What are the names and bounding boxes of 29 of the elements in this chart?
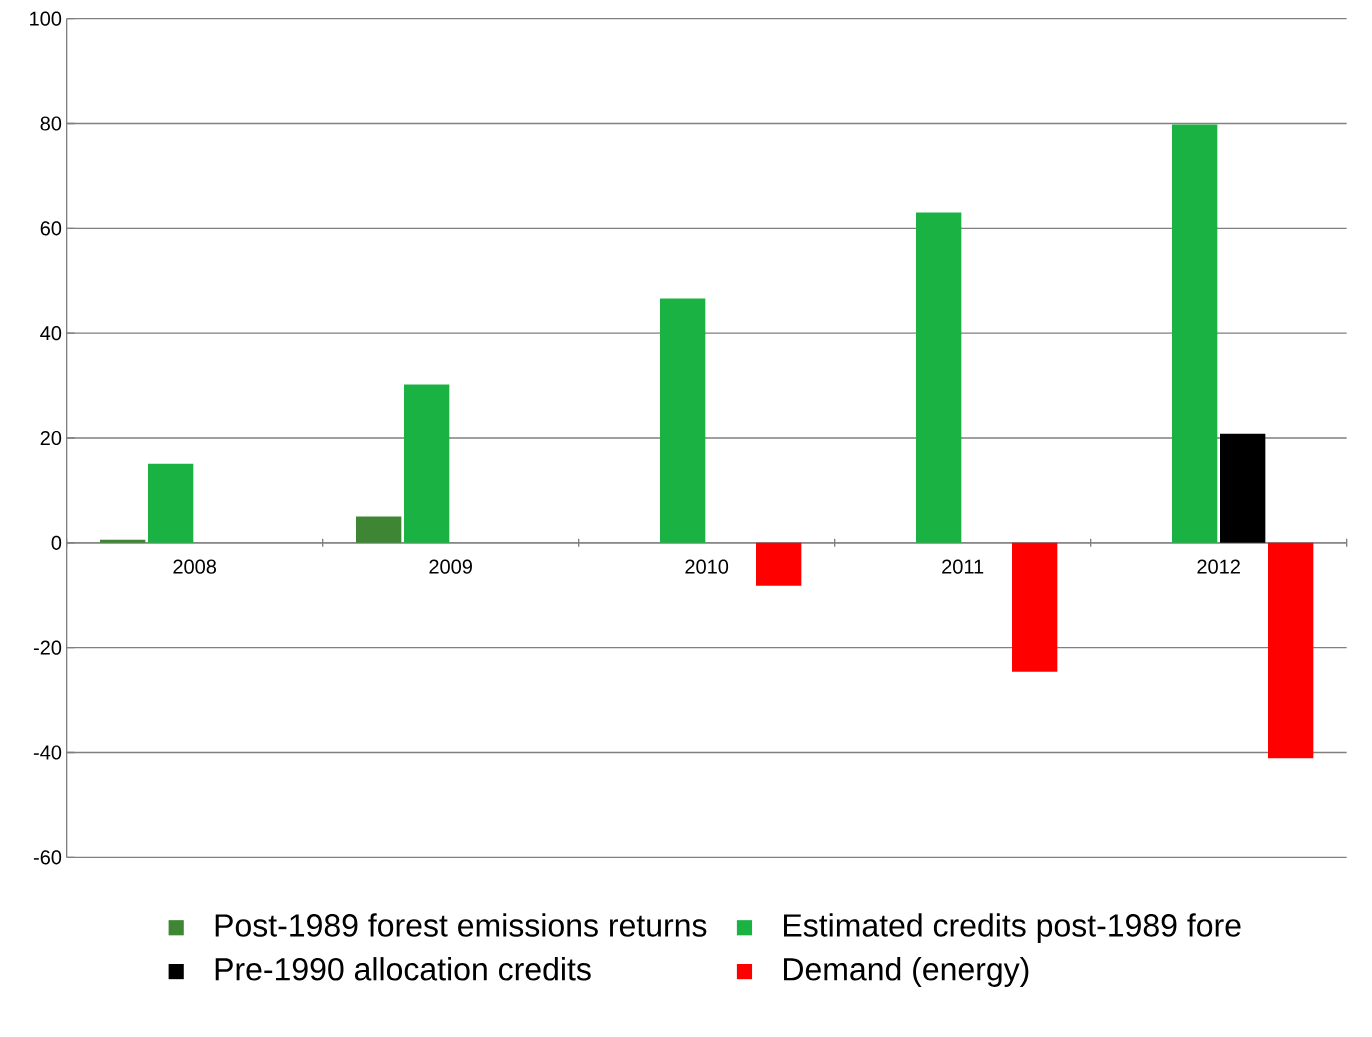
- bar: [916, 212, 962, 543]
- bar: [1172, 124, 1218, 543]
- bar: [660, 298, 706, 543]
- y-tick-label: 0: [51, 535, 62, 550]
- legend-label: Post-1989 forest emissions returns: [215, 913, 707, 937]
- y-tick-label: -60: [33, 850, 62, 865]
- bar: [1012, 542, 1058, 672]
- y-tick-label: -40: [33, 745, 62, 760]
- x-tick-label: 2009: [429, 559, 472, 574]
- x-tick-label: 2010: [685, 559, 729, 574]
- bar: [756, 542, 802, 586]
- bar: [404, 384, 450, 543]
- y-tick-label: 80: [40, 116, 62, 131]
- bar: [148, 463, 194, 543]
- y-tick-label: 20: [40, 430, 62, 446]
- bar: [1220, 433, 1266, 543]
- x-tick-label: 2011: [942, 559, 984, 574]
- bar: [356, 516, 402, 543]
- legend-label: Estimated credits post-1989 fore: [784, 913, 1241, 944]
- legend-label: Pre-1990 allocation credits: [215, 957, 591, 981]
- y-tick-label: -20: [33, 640, 62, 655]
- y-tick-label: 100: [30, 11, 62, 26]
- y-tick-label: 40: [40, 326, 62, 341]
- x-tick-label: 2008: [173, 559, 217, 574]
- legend-label: Demand (energy): [784, 957, 1029, 987]
- y-tick-label: 60: [40, 221, 62, 236]
- bar: [100, 539, 146, 543]
- x-tick-label: 2012: [1197, 559, 1240, 574]
- bar: [1268, 542, 1314, 759]
